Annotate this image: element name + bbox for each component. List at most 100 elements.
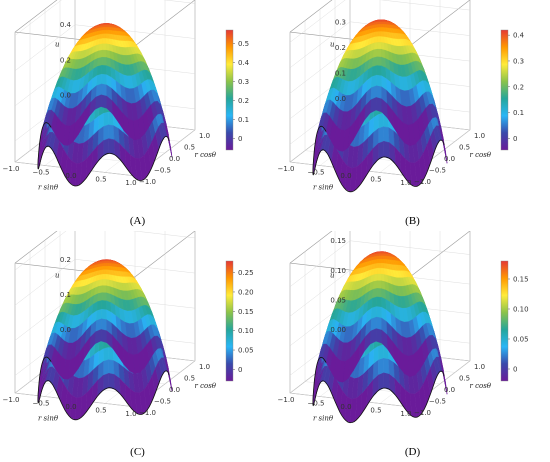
- surface-b: [312, 19, 448, 193]
- colorbar-tick-label: 0.1: [513, 109, 524, 117]
- panel-label: (C): [130, 446, 145, 458]
- z-axis-label: u: [55, 271, 60, 279]
- x-tick-label: 0.0: [340, 403, 351, 411]
- colorbar-tick-label: 0.2: [238, 97, 249, 105]
- surface-plot-b: 0.0 0.1 0.2 0.3 0.4 u −1.0 −0.5 0.0 0.5 1.0 r sinθ 1…: [278, 0, 525, 227]
- y-tick-label: 0.0: [169, 386, 180, 394]
- x-tick-label: 0.5: [370, 175, 381, 183]
- colorbar-tick-label: 0.05: [513, 336, 529, 344]
- colorbar-tick-label: 0.10: [513, 306, 529, 314]
- z-tick-label: 0.2: [60, 56, 71, 64]
- colorbar-tick-label: 0.15: [513, 276, 529, 284]
- y-axis-label: r cosθ: [470, 151, 492, 159]
- panel-a: 0.00.20.40.6u−1.0−0.50.00.51.0r sinθ1.00…: [0, 0, 275, 231]
- colorbar-tick-label: 0.4: [238, 59, 250, 67]
- x-axis-label: r sinθ: [38, 183, 59, 191]
- y-tick-label: −0.5: [429, 397, 446, 405]
- x-tick-label: 0.5: [95, 175, 106, 183]
- x-tick-label: 1.0: [125, 410, 136, 418]
- z-tick-label: 0.3: [335, 18, 346, 26]
- panel-label: (D): [405, 446, 421, 458]
- panel-label: (B): [405, 215, 420, 227]
- panel-c: 0.00.10.20.3u−1.0−0.50.00.51.0r sinθ1.00…: [0, 231, 275, 462]
- colorbar-tick-label: 0.3: [238, 78, 249, 86]
- colorbar-tick-label: 0.2: [513, 83, 524, 91]
- colorbar-b: 0.4 0.3 0.2 0.1 0: [500, 29, 525, 151]
- colorbar-gradient: [225, 29, 234, 151]
- y-tick-label: 0.0: [444, 386, 455, 394]
- surface-plot-d: 0.0 0 0.05 0.10 0.15 u −1.0 −0.5 0.0 0.5 1.0 r sinθ…: [278, 231, 529, 458]
- x-tick-label: −0.5: [308, 400, 325, 408]
- y-tick-label: 1.0: [474, 132, 485, 140]
- y-tick-label: −1.0: [139, 409, 156, 417]
- colorbar-gradient: [500, 260, 509, 382]
- x-axis-label: r sinθ: [38, 414, 59, 422]
- colorbar-gradient: [500, 29, 509, 151]
- z-tick-label: 0.0: [60, 92, 71, 100]
- colorbar-tick-label: 0.15: [238, 308, 254, 316]
- z-tick-label: 0.0: [335, 95, 346, 103]
- y-tick-label: 0.5: [459, 374, 470, 382]
- colorbar-tick-label: 0.4: [513, 32, 525, 40]
- y-tick-label: 0.5: [184, 374, 195, 382]
- colorbar-tick-label: 0.5: [238, 40, 249, 48]
- x-tick-label: −1.0: [3, 396, 20, 404]
- y-tick-label: −1.0: [414, 409, 431, 417]
- colorbar-tick-label: 0.1: [238, 116, 249, 124]
- z-axis-label: u: [330, 271, 335, 279]
- z-tick-label: 0.10: [330, 267, 346, 275]
- x-tick-label: −0.5: [33, 169, 50, 177]
- x-tick-label: −1.0: [3, 165, 20, 173]
- x-axis-label: r sinθ: [313, 414, 334, 422]
- z-tick-label: 0.4: [60, 21, 72, 29]
- z-tick-label: 0.2: [60, 256, 71, 264]
- x-tick-label: 0.0: [65, 403, 76, 411]
- colorbar-a: 0.5 0.4 0.3 0.2 0.1 0: [225, 29, 250, 151]
- y-tick-label: 0.5: [184, 143, 195, 151]
- y-tick-label: 1.0: [474, 363, 485, 371]
- surface-plot-a: 0.00.20.40.6u−1.0−0.50.00.51.0r sinθ1.00…: [3, 0, 250, 227]
- colorbar-tick-label: 0.10: [238, 327, 254, 335]
- x-tick-label: −0.5: [33, 400, 50, 408]
- x-tick-label: −0.5: [308, 169, 325, 177]
- surface-c: [37, 259, 173, 421]
- z-tick-label: 0.15: [330, 237, 346, 245]
- surface-d: [312, 251, 448, 424]
- x-tick-label: −1.0: [278, 165, 295, 173]
- y-axis-label: r cosθ: [195, 151, 217, 159]
- colorbar-tick-label: 0: [513, 135, 517, 143]
- colorbar-tick-label: 0: [513, 366, 517, 374]
- y-tick-label: 0.0: [444, 155, 455, 163]
- x-tick-label: 1.0: [400, 410, 411, 418]
- colorbar-tick-label: 0.20: [238, 288, 254, 296]
- colorbar-gradient: [225, 260, 234, 382]
- x-tick-label: 0.5: [95, 406, 106, 414]
- x-tick-label: 0.5: [370, 406, 381, 414]
- panel-label: (A): [130, 215, 146, 227]
- x-tick-label: 0.0: [65, 172, 76, 180]
- y-tick-label: 1.0: [199, 132, 210, 140]
- x-tick-label: −1.0: [278, 396, 295, 404]
- x-axis-label: r sinθ: [313, 183, 334, 191]
- z-tick-label: 0.1: [60, 291, 71, 299]
- z-tick-label: 0.4: [335, 0, 347, 1]
- y-tick-label: 1.0: [199, 363, 210, 371]
- y-tick-label: 0.5: [459, 143, 470, 151]
- x-tick-label: 1.0: [400, 179, 411, 187]
- colorbar-tick-label: 0: [238, 135, 242, 143]
- surface-plot-c: 0.00.10.20.3u−1.0−0.50.00.51.0r sinθ1.00…: [3, 231, 254, 458]
- z-axis-label: u: [55, 41, 60, 49]
- y-axis-label: r cosθ: [470, 382, 492, 390]
- z-axis-label: u: [330, 40, 335, 48]
- y-axis-label: r cosθ: [195, 382, 217, 390]
- z-tick-label: 0.0: [60, 326, 71, 334]
- y-tick-label: 0.0: [169, 155, 180, 163]
- surface-a: [37, 23, 173, 187]
- x-tick-label: 0.0: [340, 172, 351, 180]
- colorbar-tick-label: 0: [238, 366, 242, 374]
- panel-d: 0.0 0 0.05 0.10 0.15 u −1.0 −0.5 0.0 0.5 1.0 r sinθ…: [275, 231, 550, 462]
- colorbar-tick-label: 0.3: [513, 57, 524, 65]
- z-tick-label: 0.05: [330, 296, 346, 304]
- y-tick-label: −0.5: [154, 166, 171, 174]
- colorbar-tick-label: 0.05: [238, 347, 254, 355]
